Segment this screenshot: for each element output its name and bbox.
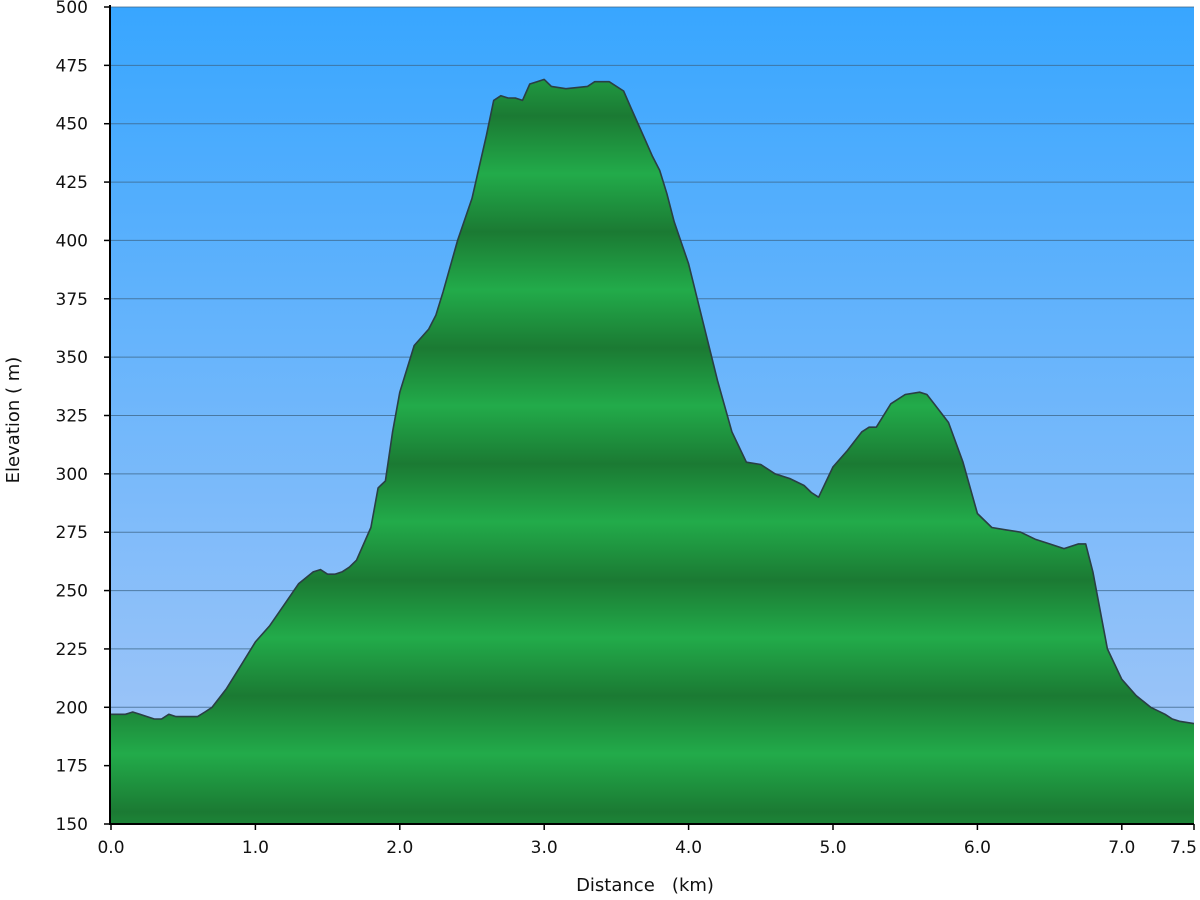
x-axis-label: Distance (km): [576, 875, 714, 896]
y-tick-label: 500: [56, 0, 88, 18]
x-tick-label: 6.0: [964, 838, 991, 858]
x-tick-label: 2.0: [386, 838, 413, 858]
y-tick-label: 300: [56, 465, 88, 485]
x-tick-label: 7.5: [1170, 838, 1197, 858]
y-tick-label: 175: [56, 757, 88, 777]
x-axis-ticks: 0.0 1.0 2.0 3.0 4.0 5.0 6.0 7.0 7.5: [97, 824, 1197, 858]
y-tick-label: 325: [56, 407, 88, 427]
y-tick-label: 275: [56, 523, 88, 543]
y-tick-label: 475: [56, 56, 88, 76]
x-tick-label: 1.0: [242, 838, 269, 858]
y-tick-label: 425: [56, 173, 88, 193]
x-tick-label: 4.0: [675, 838, 702, 858]
elevation-area: [111, 79, 1194, 824]
elevation-line: [111, 78, 1194, 725]
y-axis-ticks: 150 175 200 225 250 275 300 325 350 375 400 425 450 4…: [56, 0, 110, 835]
y-axis-label: Elevation ( m): [3, 357, 24, 484]
x-tick-label: 3.0: [531, 838, 558, 858]
x-tick-label: 0.0: [97, 838, 124, 858]
y-tick-label: 350: [56, 348, 88, 368]
y-tick-label: 400: [56, 231, 88, 251]
y-tick-label: 200: [56, 698, 88, 718]
y-tick-label: 375: [56, 290, 88, 310]
y-tick-label: 150: [56, 815, 88, 835]
x-tick-label: 5.0: [819, 838, 846, 858]
y-tick-label: 250: [56, 582, 88, 602]
y-tick-label: 225: [56, 640, 88, 660]
x-tick-label: 7.0: [1108, 838, 1135, 858]
y-tick-label: 450: [56, 115, 88, 135]
